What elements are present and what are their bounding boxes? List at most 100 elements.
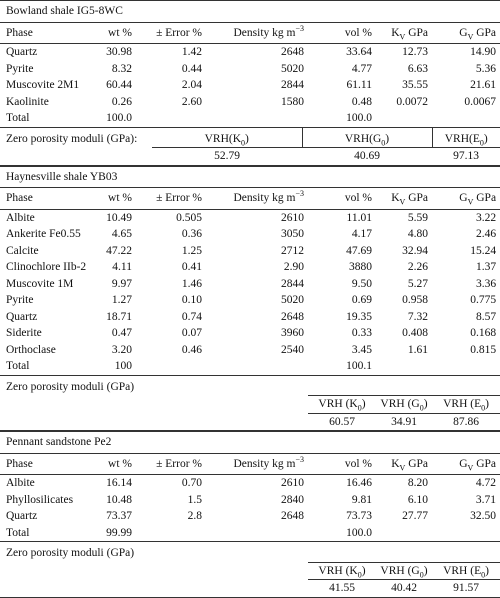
data-cell: 0.775 <box>432 292 500 309</box>
cell-text: 0.36 <box>181 228 202 240</box>
header-row: Phase wt % ± Error % Density kg m−3 vol % KV … <box>0 453 500 475</box>
cell-text: Pyrite <box>6 62 34 75</box>
cell-text: vol % <box>344 192 372 204</box>
data-cell: 1.46 <box>136 276 206 293</box>
data-cell: 1580 <box>206 94 308 111</box>
data-cell: 8.20 <box>376 475 432 492</box>
subscript: 0 <box>479 137 484 147</box>
cell-text: Density kg m <box>233 192 296 204</box>
cell-text: 4.72 <box>475 477 497 489</box>
data-row: Pyrite 8.32 0.44 5020 4.77 6.63 5.36 <box>0 61 500 78</box>
data-cell <box>376 524 432 542</box>
spacer <box>0 579 308 598</box>
data-cell: Albite <box>0 209 102 226</box>
cell-text: ± Error % <box>156 26 202 39</box>
data-cell: 73.37 <box>102 508 136 525</box>
cell-text: Zero porosity moduli (GPa): <box>6 132 138 145</box>
moduli-value: 41.55 <box>308 579 376 598</box>
cell-text: 14.90 <box>470 46 497 58</box>
data-cell: 1.25 <box>136 243 206 260</box>
cell-text: G <box>459 26 468 39</box>
data-row: Kaolinite 0.26 2.60 1580 0.48 0.0072 0.0067 <box>0 94 500 111</box>
data-cell: 2648 <box>206 44 308 61</box>
cell-text: GPa <box>405 457 428 470</box>
moduli-header: VRH (G0) <box>376 561 432 580</box>
header-row: Phase wt % ± Error % Density kg m−3 vol % KV … <box>0 187 500 210</box>
cell-text: 2610 <box>281 211 304 224</box>
cell-text: 73.73 <box>346 510 372 522</box>
cell-text: 9.81 <box>351 493 372 506</box>
cell-text: 4.17 <box>351 228 372 240</box>
cell-text: 2.8 <box>187 510 202 522</box>
data-cell: 4.77 <box>308 61 376 78</box>
data-row: Ankerite Fe0.55 4.65 0.36 3050 4.17 4.80 2.46 <box>0 226 500 243</box>
section-title-row: Bowland shale IG5-8WC <box>0 0 500 23</box>
data-cell: 2.60 <box>136 94 206 111</box>
header-cell: KV GPa <box>376 187 432 210</box>
moduli-header: VRH (E0) <box>432 395 500 414</box>
cell-text: 6.10 <box>407 493 428 506</box>
data-cell: Clinochlore IIb-2 <box>0 259 102 276</box>
cell-text: VRH(K <box>204 132 242 145</box>
data-cell: 0.69 <box>308 292 376 309</box>
cell-text: 100.1 <box>346 360 372 372</box>
cell-text: Pennant sandstone Pe2 <box>6 436 112 448</box>
cell-text: 3.36 <box>475 277 497 290</box>
cell-text: Calcite <box>6 244 39 257</box>
cell-text: 2.26 <box>407 261 428 273</box>
cell-text: Quartz <box>6 46 38 58</box>
data-cell: 9.81 <box>308 492 376 509</box>
cell-text: K <box>391 457 400 470</box>
cell-text: ) <box>423 564 428 577</box>
cell-text: 1.46 <box>181 277 202 290</box>
cell-text: 8.32 <box>111 62 132 75</box>
moduli-value: 34.91 <box>376 413 432 431</box>
data-cell: 0.408 <box>376 325 432 342</box>
cell-text: 5.27 <box>407 277 428 290</box>
data-cell: 5.27 <box>376 276 432 293</box>
cell-text: ) <box>245 132 249 145</box>
cell-text: wt % <box>108 457 132 470</box>
cell-text: ± Error % <box>156 457 202 470</box>
cell-text: Phyllosilicates <box>6 493 74 506</box>
cell-text: Clinochlore IIb-2 <box>6 261 87 273</box>
data-cell: 18.71 <box>102 309 136 326</box>
cell-text: 0.168 <box>470 327 497 339</box>
cell-text: 32.94 <box>402 244 428 257</box>
cell-text: Total <box>6 526 30 539</box>
cell-text: GPa <box>473 26 497 39</box>
cell-text: K <box>391 26 400 39</box>
moduli-header: VRH(G0) <box>301 127 432 148</box>
data-cell: 0.0067 <box>432 94 500 111</box>
header-cell: wt % <box>102 453 136 475</box>
cell-text: VRH (G <box>380 564 420 577</box>
header-cell: vol % <box>308 187 376 210</box>
cell-text: 1.5 <box>187 493 202 506</box>
data-cell: 4.11 <box>102 259 136 276</box>
moduli-header: VRH (K0) <box>308 561 376 580</box>
data-cell <box>432 358 500 376</box>
moduli-header: VRH(E0) <box>431 127 500 148</box>
subscript: V <box>467 31 474 41</box>
cell-text: 2648 <box>281 46 304 58</box>
subscript: 0 <box>381 137 386 147</box>
cell-text: wt % <box>108 26 132 39</box>
data-cell <box>136 524 206 542</box>
header-cell: GV GPa <box>432 187 500 210</box>
cell-text: 3960 <box>281 327 304 339</box>
cell-text: 3.22 <box>475 211 497 224</box>
data-cell: 0.74 <box>136 309 206 326</box>
subscript: V <box>399 197 406 207</box>
moduli-value-row: 60.57 34.91 87.86 <box>0 413 500 431</box>
cell-text: 60.57 <box>329 415 355 428</box>
cell-text: 19.35 <box>346 310 372 323</box>
data-cell: 0.815 <box>432 342 500 359</box>
cell-text: 3.71 <box>475 493 497 506</box>
cell-text: 4.77 <box>351 62 372 75</box>
data-cell: 14.90 <box>432 44 500 61</box>
cell-text: 2540 <box>281 343 304 356</box>
moduli-label: Zero porosity moduli (GPa) <box>0 542 500 563</box>
cell-text: 8.20 <box>407 477 428 489</box>
cell-text: 3050 <box>281 228 304 240</box>
section-title: Pennant sandstone Pe2 <box>0 431 500 454</box>
